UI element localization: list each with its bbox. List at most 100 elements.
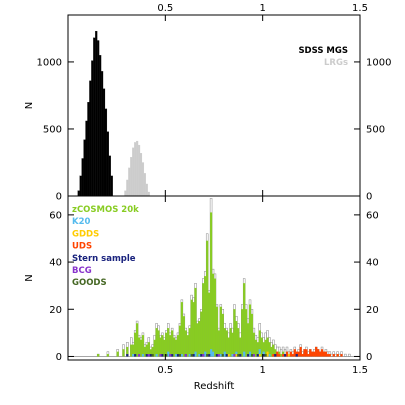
bottom-series-0-bar-46	[210, 212, 213, 357]
bottom-series-4-bar-4	[161, 354, 164, 357]
bottom-series-4-bar-13	[239, 354, 242, 357]
bottom-ytick-label-right: 20	[366, 305, 379, 316]
bottom-series-0-bar-10	[139, 339, 143, 357]
bottom-ytick-label-left: 60	[49, 210, 62, 221]
top-series-0-bar-8	[93, 37, 96, 197]
bottom-series-4-bar-11	[215, 354, 218, 357]
bottom-series-1-bar-6	[188, 354, 191, 357]
bottom-series-0-bar-23	[165, 332, 168, 357]
bottom-series-0-bar-60	[237, 328, 240, 357]
bottom-series-5-bar-4	[184, 354, 187, 357]
bottom-series-3-bar-16	[309, 349, 312, 357]
bottom-series-1-bar-3	[167, 351, 170, 357]
top-panel-frame	[67, 14, 361, 197]
bottom-series-4-bar-19	[295, 354, 298, 357]
bottom-series-0-bar-52	[221, 313, 224, 357]
bottom-total-bar-114	[344, 353, 347, 357]
bottom-series-3-bar-24	[324, 351, 328, 357]
bottom-series-0-bar-19	[157, 330, 160, 357]
bottom-series-5-bar-5	[202, 354, 205, 357]
bottom-legend-entry-6: GOODS	[72, 278, 107, 288]
bottom-series-0-bar-37	[192, 302, 195, 357]
top-series-0-bar-17	[110, 175, 113, 197]
top-series-0-bar-2	[81, 158, 84, 197]
bottom-series-5-bar-1	[147, 354, 150, 357]
bottom-series-1-bar-5	[180, 354, 183, 357]
bottom-legend-entry-3: UDS	[72, 242, 92, 252]
bottom-series-3-bar-27	[332, 354, 335, 357]
top-ytick-label-right: 1000	[366, 57, 391, 68]
bottom-series-3-bar-2	[276, 351, 279, 357]
bottom-series-3-bar-25	[326, 354, 329, 357]
bottom-series-4-bar-2	[145, 354, 148, 357]
bottom-series-3-bar-14	[305, 349, 308, 357]
bottom-series-2-bar-1	[235, 354, 238, 357]
bottom-series-0-bar-69	[254, 339, 257, 357]
bottom-series-3-bar-5	[285, 351, 289, 357]
bottom-series-0-bar-22	[163, 339, 166, 357]
bottom-series-0-bar-3	[122, 349, 125, 357]
top-series-0-bar-5	[87, 102, 90, 197]
bottom-series-1-bar-4	[174, 354, 178, 357]
bottom-legend-entry-1: K20	[72, 217, 91, 227]
top-series-0-bar-11	[99, 55, 102, 197]
bottom-series-3-bar-7	[291, 354, 294, 357]
top-series-0-bar-12	[100, 71, 104, 197]
bottom-series-3-bar-10	[297, 351, 300, 357]
top-series-1-bar-11	[145, 183, 148, 197]
bottom-series-4-bar-10	[208, 354, 211, 357]
bottom-series-4-bar-3	[149, 354, 152, 357]
bottom-ytick-label-right: 40	[366, 258, 379, 269]
top-y-axis-label: N	[24, 102, 35, 109]
bottom-series-3-bar-23	[322, 351, 326, 357]
bottom-series-0-bar-32	[182, 316, 185, 357]
top-xtick-label: 0.5	[157, 3, 173, 14]
bottom-series-0-bar-2	[116, 351, 119, 357]
bottom-series-0-bar-12	[143, 346, 146, 357]
bottom-series-3-bar-11	[299, 346, 302, 357]
top-series-0-bar-3	[83, 139, 86, 197]
top-ytick-label-left: 1000	[37, 57, 62, 68]
top-xtick-label: 1	[259, 3, 265, 14]
bottom-series-3-bar-21	[319, 351, 322, 357]
bottom-series-0-bar-39	[196, 323, 199, 357]
bottom-series-0-bar-65	[246, 323, 250, 357]
bottom-series-0-bar-59	[235, 320, 238, 357]
bottom-series-3-bar-29	[340, 354, 343, 357]
top-series-1-bar-0	[124, 190, 127, 197]
bottom-legend-entry-0: zCOSMOS 20k	[72, 205, 139, 215]
bottom-series-0-bar-35	[188, 328, 191, 357]
top-series-1-bar-4	[132, 147, 135, 197]
bottom-series-0-bar-28	[174, 339, 178, 357]
bottom-ytick-label-right: 0	[366, 352, 372, 363]
bottom-series-0-bar-9	[137, 337, 141, 357]
bottom-series-0-bar-63	[243, 283, 246, 357]
top-series-0-bar-6	[89, 80, 92, 197]
bottom-series-3-bar-15	[307, 354, 310, 357]
bottom-series-1-bar-17	[248, 351, 252, 357]
bottom-series-0-bar-61	[239, 337, 242, 357]
bottom-series-0-bar-49	[215, 306, 218, 357]
frame-layer	[67, 14, 361, 361]
bottom-series-0-bar-40	[198, 320, 201, 357]
bottom-series-0-bar-57	[231, 332, 234, 357]
top-series-0-bar-15	[106, 131, 109, 197]
bottom-series-4-bar-5	[171, 354, 174, 357]
bottom-series-0-bar-66	[248, 304, 252, 357]
bottom-series-0-bar-1	[106, 354, 109, 357]
bottom-series-3-bar-8	[293, 349, 296, 357]
bottom-series-0-bar-50	[217, 330, 220, 357]
bottom-series-3-bar-0	[272, 354, 275, 357]
bottom-series-0-bar-5	[130, 344, 133, 357]
top-ytick-label-right: 0	[366, 192, 372, 203]
top-series-0-bar-16	[108, 155, 111, 197]
bottom-series-0-bar-68	[252, 332, 255, 357]
top-legend-entry-0: SDSS MGS	[298, 46, 348, 56]
bottom-legend-entry-4: Stern sample	[72, 254, 136, 264]
top-series-1-bar-7	[137, 144, 141, 197]
bottom-series-2-bar-4	[266, 351, 269, 357]
bottom-series-1-bar-1	[141, 354, 145, 357]
bottom-series-0-bar-58	[233, 309, 236, 357]
top-series-0-bar-14	[104, 108, 108, 197]
